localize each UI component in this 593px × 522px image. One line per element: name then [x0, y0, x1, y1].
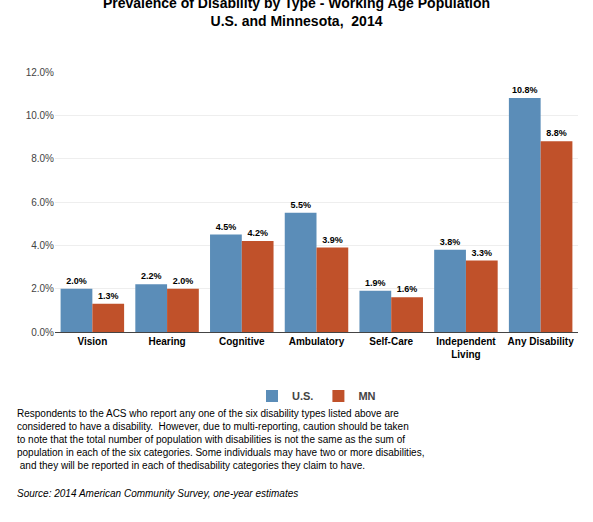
svg-text:Respondents to the ACS who rep: Respondents to the ACS who report any on…: [17, 408, 424, 471]
svg-text:2.0%: 2.0%: [31, 283, 54, 294]
svg-text:U.S.: U.S.: [292, 390, 313, 402]
svg-text:3.3%: 3.3%: [472, 248, 493, 258]
svg-text:MN: MN: [358, 390, 375, 402]
svg-text:Self-Care: Self-Care: [369, 336, 413, 347]
svg-text:2.0%: 2.0%: [66, 276, 87, 286]
svg-text:IndependentLiving: IndependentLiving: [436, 336, 496, 360]
svg-text:5.5%: 5.5%: [290, 200, 311, 210]
svg-text:Ambulatory: Ambulatory: [289, 336, 345, 347]
svg-text:4.0%: 4.0%: [31, 240, 54, 251]
svg-text:Vision: Vision: [77, 336, 107, 347]
svg-text:Any Disability: Any Disability: [508, 336, 575, 347]
svg-text:1.9%: 1.9%: [365, 278, 386, 288]
svg-text:4.5%: 4.5%: [216, 222, 237, 232]
svg-text:10.0%: 10.0%: [26, 110, 54, 121]
svg-text:2.2%: 2.2%: [141, 271, 162, 281]
svg-text:3.9%: 3.9%: [322, 235, 343, 245]
svg-text:12.0%: 12.0%: [26, 67, 54, 78]
svg-text:1.6%: 1.6%: [397, 284, 418, 294]
svg-text:Prevalence of Disability by Ty: Prevalence of Disability by Type - Worki…: [103, 0, 490, 29]
svg-text:8.0%: 8.0%: [31, 153, 54, 164]
svg-text:3.8%: 3.8%: [440, 237, 461, 247]
svg-text:Source: 2014 American Communit: Source: 2014 American Community Survey, …: [17, 488, 298, 499]
svg-text:6.0%: 6.0%: [31, 197, 54, 208]
svg-text:1.3%: 1.3%: [98, 291, 119, 301]
svg-text:4.2%: 4.2%: [247, 228, 268, 238]
svg-text:0.0%: 0.0%: [31, 327, 54, 338]
svg-text:Cognitive: Cognitive: [219, 336, 265, 347]
svg-text:Hearing: Hearing: [148, 336, 185, 347]
svg-text:8.8%: 8.8%: [546, 128, 567, 138]
svg-text:10.8%: 10.8%: [512, 85, 538, 95]
svg-text:2.0%: 2.0%: [173, 276, 194, 286]
